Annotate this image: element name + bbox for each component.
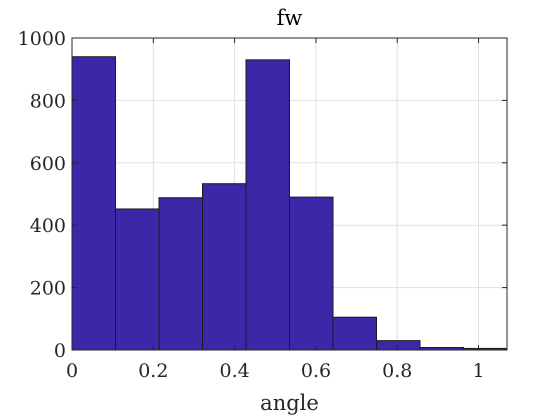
plot-frame xyxy=(71,37,508,351)
ticks: 0 0.2 0.4 0.6 0.8 1 0 200 400 600 800 1000 xyxy=(18,28,507,382)
y-tick-label: 800 xyxy=(30,90,66,112)
histogram-bar-2 xyxy=(115,208,160,351)
axes xyxy=(71,37,508,351)
histogram-bar-5 xyxy=(245,59,290,351)
x-tick-label: 0.4 xyxy=(220,360,250,382)
histogram-bar-1 xyxy=(71,56,116,351)
histogram-bar-4 xyxy=(202,183,247,351)
y-tick-label: 200 xyxy=(30,278,66,300)
x-tick-label: 0 xyxy=(66,360,78,382)
y-tick-label: 600 xyxy=(30,153,66,175)
x-tick-label: 0.2 xyxy=(138,360,168,382)
x-tick-label: 0.8 xyxy=(382,360,412,382)
x-axis-label: angle xyxy=(260,391,319,415)
y-tick-label: 400 xyxy=(30,215,66,237)
histogram-bar-8 xyxy=(376,340,421,351)
bars xyxy=(71,56,508,351)
histogram-bar-7 xyxy=(332,316,377,351)
histogram-bar-6 xyxy=(289,196,334,351)
chart-title: fw xyxy=(277,6,303,30)
y-tick-label: 1000 xyxy=(18,28,66,50)
x-tick-label: 0.6 xyxy=(301,360,331,382)
x-tick-label: 1 xyxy=(472,360,484,382)
y-tick-label: 0 xyxy=(54,340,66,362)
histogram-bar-3 xyxy=(158,197,203,351)
